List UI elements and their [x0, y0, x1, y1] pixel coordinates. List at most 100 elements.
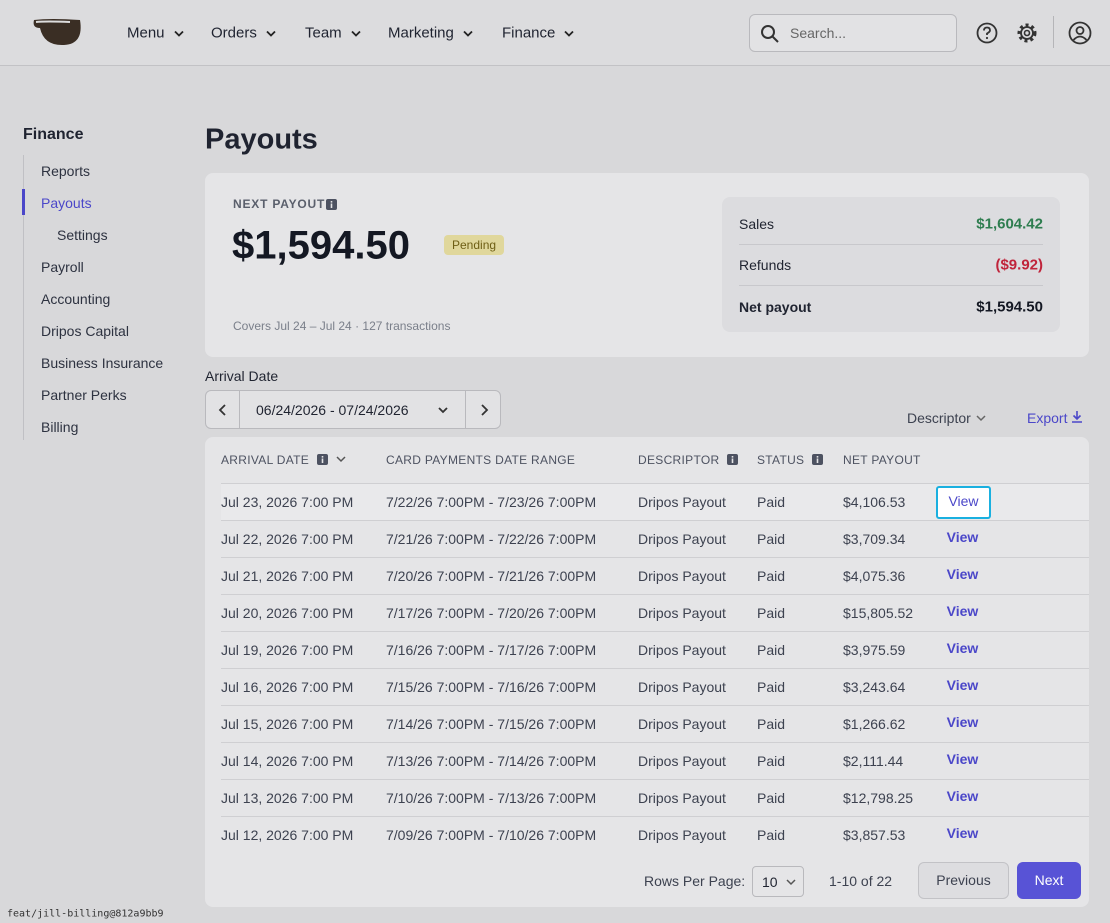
summary-label: NEXT PAYOUT: [233, 197, 326, 211]
download-icon: [1072, 411, 1083, 423]
profile-icon[interactable]: [1068, 21, 1092, 45]
table-row: [221, 594, 1089, 632]
view-link[interactable]: View: [946, 788, 979, 804]
table-cell: Dripos Payout: [638, 679, 726, 695]
table-cell: 7/15/26 7:00PM - 7/16/26 7:00PM: [386, 679, 597, 695]
nav-item[interactable]: Team: [305, 25, 362, 42]
header-text: DESCRIPTOR: [638, 453, 720, 467]
payout-amount: $1,594.50: [232, 223, 410, 268]
summary-note: Covers Jul 24 – Jul 24 · 127 transaction…: [233, 319, 451, 333]
chevron: [976, 415, 986, 422]
table-cell: Dripos Payout: [638, 716, 726, 732]
export-text: Export: [1027, 410, 1068, 426]
view-link[interactable]: View: [946, 529, 979, 545]
table-row: [221, 520, 1089, 558]
export-button[interactable]: Export: [1027, 410, 1083, 426]
nav-label: Orders: [211, 24, 257, 42]
table-cell: Paid: [757, 531, 786, 547]
table-cell: $2,111.44: [843, 753, 904, 769]
page-title: Payouts: [205, 123, 318, 156]
nav-item[interactable]: Marketing: [388, 25, 474, 42]
search-box[interactable]: Search...: [749, 14, 957, 52]
table-cell: $4,075.36: [843, 568, 906, 584]
sidebar-item[interactable]: Accounting: [41, 291, 111, 307]
table-row: [221, 705, 1089, 743]
sidebar-item[interactable]: Reports: [41, 163, 91, 179]
table-row: [221, 816, 1089, 854]
sidebar-item[interactable]: Payroll: [41, 259, 84, 275]
top-bar: Search... Menu Orders Team Marketing Finance: [0, 0, 1110, 66]
view-link[interactable]: View: [946, 640, 979, 656]
next-button[interactable]: Next: [1017, 862, 1081, 899]
search-placeholder: Search...: [790, 25, 847, 41]
chevron: [438, 407, 448, 414]
view-link[interactable]: View: [946, 825, 979, 841]
table-cell: Paid: [757, 494, 786, 510]
table-cell: Dripos Payout: [638, 494, 726, 510]
table-cell: $3,243.64: [843, 679, 906, 695]
table-cell: Jul 23, 2026 7:00 PM: [221, 494, 354, 510]
view-link[interactable]: View: [946, 603, 979, 619]
view-link[interactable]: View: [946, 677, 979, 693]
date-range[interactable]: 06/24/2026 - 07/24/2026: [256, 402, 409, 418]
sidebar-rail: [23, 155, 24, 440]
rows-per-page-select[interactable]: 10: [752, 866, 804, 897]
table-cell: Jul 16, 2026 7:00 PM: [221, 679, 354, 695]
sidebar-item[interactable]: Dripos Capital: [41, 323, 129, 339]
descriptor-filter[interactable]: Descriptor: [907, 410, 987, 426]
table-cell: Dripos Payout: [638, 568, 726, 584]
arrival-label: Arrival Date: [205, 368, 279, 384]
column-header: NET PAYOUT: [843, 453, 921, 467]
nav-item[interactable]: Orders: [211, 25, 277, 42]
sidebar-item[interactable]: Business Insurance: [41, 355, 164, 371]
breakdown-value: $1,594.50: [976, 298, 1043, 316]
table-cell: Jul 21, 2026 7:00 PM: [221, 568, 354, 584]
table-cell: 7/09/26 7:00PM - 7/10/26 7:00PM: [386, 827, 597, 843]
table-cell: Dripos Payout: [638, 827, 726, 843]
sidebar-item[interactable]: Billing: [41, 419, 79, 435]
column-header: ARRIVAL DATE: [221, 453, 348, 467]
previous-button[interactable]: Previous: [918, 862, 1009, 899]
column-header: CARD PAYMENTS DATE RANGE: [386, 453, 575, 467]
nav-item[interactable]: Menu: [127, 25, 185, 42]
nav-item[interactable]: Finance: [502, 25, 575, 42]
sidebar-item[interactable]: Payouts: [41, 195, 92, 211]
column-header: DESCRIPTOR: [638, 453, 739, 467]
nav-label: Menu: [127, 24, 165, 42]
help-icon[interactable]: [976, 22, 998, 44]
table-cell: Paid: [757, 642, 786, 658]
view-link[interactable]: View: [946, 714, 979, 730]
breakdown-box: Sales $1,604.42 Refunds ($9.92) Net payout $1…: [722, 197, 1060, 332]
chevron: [266, 30, 276, 37]
table-cell: Jul 15, 2026 7:00 PM: [221, 716, 354, 732]
info-icon: [317, 454, 329, 465]
payout-card: NEXT PAYOUT $1,594.50 Pending Covers Jul…: [205, 173, 1089, 357]
sidebar-item[interactable]: Settings: [57, 227, 108, 243]
prev-range[interactable]: [216, 403, 230, 417]
breakdown-value: $1,604.42: [976, 215, 1043, 233]
view-link[interactable]: View: [936, 486, 991, 519]
nav-label: Marketing: [388, 24, 454, 42]
table-cell: Paid: [757, 827, 786, 843]
table-cell: Paid: [757, 790, 786, 806]
table-cell: Dripos Payout: [638, 790, 726, 806]
page-range: 1-10 of 22: [829, 873, 893, 889]
header-text: ARRIVAL DATE: [221, 453, 310, 467]
active-indicator: [22, 189, 25, 215]
sort-icon[interactable]: [334, 454, 348, 464]
view-link[interactable]: View: [946, 751, 979, 767]
next-range[interactable]: [477, 403, 491, 417]
settings-icon[interactable]: [1016, 22, 1038, 44]
header-text: CARD PAYMENTS DATE RANGE: [386, 453, 576, 467]
sidebar-item[interactable]: Partner Perks: [41, 387, 127, 403]
info-icon: [727, 454, 739, 465]
search-icon: [761, 25, 779, 43]
view-link[interactable]: View: [946, 566, 979, 582]
divider: [739, 285, 1043, 286]
descriptor-text: Descriptor: [907, 410, 971, 426]
build-tag: feat/jill-billing@812a9bb9: [7, 908, 164, 920]
info-icon: [326, 199, 337, 210]
table-cell: $3,975.59: [843, 642, 906, 658]
select-value: 10: [762, 874, 778, 890]
